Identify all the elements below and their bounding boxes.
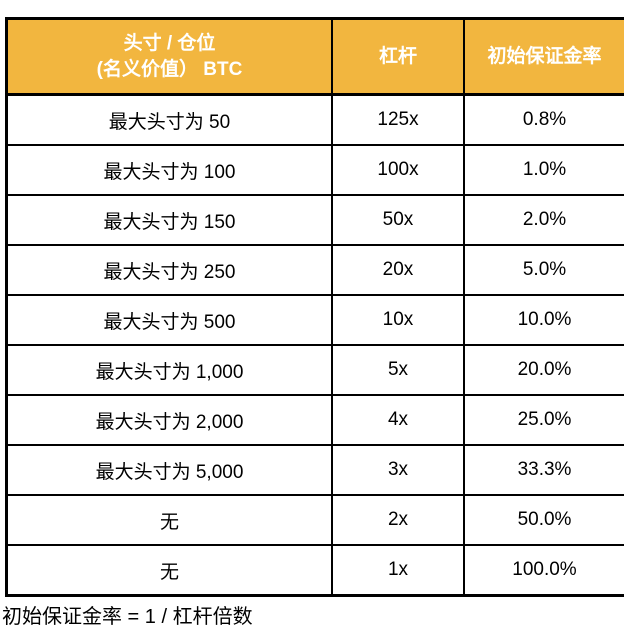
header-row: 头寸 / 仓位 (名义价值） BTC 杠杆 初始保证金率 [5, 17, 624, 96]
cell-position: 无 [5, 544, 333, 597]
table-body: 最大头寸为 50 125x 0.8% 最大头寸为 100 100x 1.0% 最… [5, 93, 624, 597]
table-row: 最大头寸为 250 20x 5.0% [5, 244, 624, 296]
cell-position: 最大头寸为 50 [5, 93, 333, 146]
cell-position: 无 [5, 494, 333, 546]
cell-position: 最大头寸为 150 [5, 194, 333, 246]
cell-margin-rate: 100.0% [463, 544, 624, 597]
header-position-line2: (名义价值） BTC [96, 58, 243, 80]
footnote: 初始保证金率 = 1 / 杠杆倍数 [2, 606, 253, 628]
cell-leverage: 5x [331, 344, 465, 396]
cell-position: 最大头寸为 2,000 [5, 394, 333, 446]
cell-leverage: 125x [331, 93, 465, 146]
cell-margin-rate: 25.0% [463, 394, 624, 446]
header-cell-margin-rate: 初始保证金率 [463, 17, 624, 96]
leverage-margin-table: 头寸 / 仓位 (名义价值） BTC 杠杆 初始保证金率 最大头寸为 50 12… [5, 17, 624, 597]
cell-leverage: 3x [331, 444, 465, 496]
table-row: 最大头寸为 100 100x 1.0% [5, 144, 624, 196]
cell-leverage: 20x [331, 244, 465, 296]
table-row: 最大头寸为 1,000 5x 20.0% [5, 344, 624, 396]
cell-margin-rate: 33.3% [463, 444, 624, 496]
cell-margin-rate: 0.8% [463, 93, 624, 146]
table-header: 头寸 / 仓位 (名义价值） BTC 杠杆 初始保证金率 [5, 17, 624, 96]
header-position-line1: 头寸 / 仓位 [123, 32, 216, 54]
cell-position: 最大头寸为 1,000 [5, 344, 333, 396]
table-row: 无 1x 100.0% [5, 544, 624, 597]
cell-margin-rate: 1.0% [463, 144, 624, 196]
cell-position: 最大头寸为 100 [5, 144, 333, 196]
cell-margin-rate: 5.0% [463, 244, 624, 296]
cell-leverage: 4x [331, 394, 465, 446]
cell-leverage: 2x [331, 494, 465, 546]
table-row: 无 2x 50.0% [5, 494, 624, 546]
cell-leverage: 100x [331, 144, 465, 196]
table-row: 最大头寸为 500 10x 10.0% [5, 294, 624, 346]
cell-margin-rate: 50.0% [463, 494, 624, 546]
header-cell-position: 头寸 / 仓位 (名义价值） BTC [5, 17, 333, 96]
header-cell-leverage: 杠杆 [331, 17, 465, 96]
cell-margin-rate: 2.0% [463, 194, 624, 246]
table-row: 最大头寸为 50 125x 0.8% [5, 93, 624, 146]
cell-position: 最大头寸为 250 [5, 244, 333, 296]
table-row: 最大头寸为 5,000 3x 33.3% [5, 444, 624, 496]
cell-leverage: 1x [331, 544, 465, 597]
table-row: 最大头寸为 2,000 4x 25.0% [5, 394, 624, 446]
cell-leverage: 10x [331, 294, 465, 346]
cell-margin-rate: 10.0% [463, 294, 624, 346]
cell-position: 最大头寸为 5,000 [5, 444, 333, 496]
cell-margin-rate: 20.0% [463, 344, 624, 396]
cell-leverage: 50x [331, 194, 465, 246]
table-row: 最大头寸为 150 50x 2.0% [5, 194, 624, 246]
cell-position: 最大头寸为 500 [5, 294, 333, 346]
